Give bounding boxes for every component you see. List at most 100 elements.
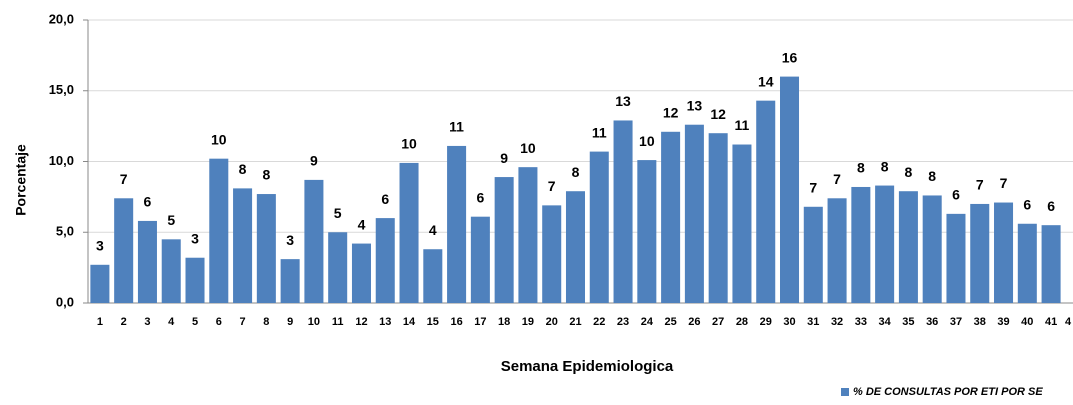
bar xyxy=(1017,223,1037,303)
x-tick-label: 9 xyxy=(287,316,293,328)
data-label: 9 xyxy=(310,153,318,169)
bar xyxy=(637,160,657,303)
bar xyxy=(233,188,253,303)
data-label: 7 xyxy=(120,171,128,187)
data-label: 7 xyxy=(548,178,556,194)
bar xyxy=(851,186,871,303)
data-label: 6 xyxy=(1023,196,1031,212)
data-label: 3 xyxy=(96,237,104,253)
bar xyxy=(875,185,895,303)
bar xyxy=(803,206,823,303)
x-tick-label: 32 xyxy=(831,316,843,328)
bar xyxy=(447,145,467,303)
x-tick-label: 1 xyxy=(97,316,103,328)
x-tick-label: 34 xyxy=(879,316,892,328)
data-label: 5 xyxy=(167,212,175,228)
bar xyxy=(114,198,134,303)
bar xyxy=(708,133,728,303)
x-tick-label: 41 xyxy=(1045,316,1057,328)
x-tick-label: 40 xyxy=(1021,316,1033,328)
data-label: 11 xyxy=(449,119,464,135)
x-tick-label: 25 xyxy=(664,316,676,328)
data-label: 14 xyxy=(758,73,774,89)
bar xyxy=(351,243,371,303)
x-tick-label: 2 xyxy=(121,316,127,328)
bar xyxy=(375,218,395,303)
bar xyxy=(732,144,752,303)
x-tick-label: 22 xyxy=(593,316,605,328)
data-label: 13 xyxy=(687,97,703,113)
data-label: 12 xyxy=(663,104,679,120)
data-label: 7 xyxy=(809,179,817,195)
bar xyxy=(827,198,847,303)
x-tick-label: 8 xyxy=(263,316,269,328)
bar xyxy=(589,151,609,303)
x-tick-label: 10 xyxy=(308,316,320,328)
data-label: 8 xyxy=(928,168,936,184)
data-label: 3 xyxy=(286,232,294,248)
legend-label: % DE CONSULTAS POR ETI POR SE xyxy=(853,386,1043,398)
x-tick-label: 17 xyxy=(474,316,486,328)
x-tick-label: 38 xyxy=(974,316,986,328)
data-label: 6 xyxy=(1047,198,1055,214)
x-tick-label: 16 xyxy=(450,316,462,328)
bar xyxy=(161,239,181,303)
x-tick-label: 37 xyxy=(950,316,962,328)
y-tick-label: 10,0 xyxy=(49,153,74,168)
data-label: 10 xyxy=(401,136,417,152)
bar xyxy=(994,202,1014,303)
legend-swatch xyxy=(841,388,849,396)
data-label: 10 xyxy=(639,133,655,149)
bar xyxy=(1041,225,1061,303)
x-axis-title: Semana Epidemiologica xyxy=(501,358,674,375)
x-tick-label: 12 xyxy=(355,316,367,328)
data-label: 4 xyxy=(358,216,366,232)
bar xyxy=(542,205,562,303)
x-tick-label: 14 xyxy=(403,316,416,328)
data-label: 11 xyxy=(735,117,750,133)
x-tick-label: 39 xyxy=(997,316,1009,328)
x-tick-label: 24 xyxy=(641,316,654,328)
data-label: 11 xyxy=(592,124,607,140)
x-tick-label: 3 xyxy=(144,316,150,328)
x-tick-label: 4 xyxy=(168,316,175,328)
bar xyxy=(946,213,966,303)
bar xyxy=(256,194,276,303)
data-label: 7 xyxy=(833,171,841,187)
data-label: 6 xyxy=(476,189,484,205)
x-tick-label: 20 xyxy=(546,316,558,328)
data-label: 10 xyxy=(211,131,227,147)
bar xyxy=(137,220,157,303)
data-label: 8 xyxy=(881,158,889,174)
data-label: 9 xyxy=(500,150,508,166)
data-label: 6 xyxy=(952,187,960,203)
x-tick-label: 19 xyxy=(522,316,534,328)
x-tick-label: 27 xyxy=(712,316,724,328)
data-label: 7 xyxy=(1000,175,1008,191)
data-label: 4 xyxy=(429,222,437,238)
bar xyxy=(613,120,633,303)
bar xyxy=(423,249,443,303)
x-tick-label: 30 xyxy=(783,316,795,328)
bar xyxy=(779,76,800,303)
bar xyxy=(209,158,229,303)
x-tick-label: 26 xyxy=(688,316,700,328)
bar xyxy=(898,191,918,303)
data-label: 8 xyxy=(262,167,270,183)
bar xyxy=(518,167,538,303)
data-label: 3 xyxy=(191,230,199,246)
x-tick-label: 29 xyxy=(760,316,772,328)
data-label: 7 xyxy=(976,177,984,193)
x-tick-label: 7 xyxy=(240,316,246,328)
bar xyxy=(494,177,514,303)
y-tick-label: 5,0 xyxy=(56,224,74,239)
bar xyxy=(185,257,205,303)
bar xyxy=(661,131,681,303)
x-tick-label: 13 xyxy=(379,316,391,328)
x-tick-label: 15 xyxy=(427,316,439,328)
data-label: 6 xyxy=(144,194,152,210)
x-tick-label: 35 xyxy=(902,316,914,328)
data-label: 8 xyxy=(572,164,580,180)
y-tick-label: 20,0 xyxy=(49,11,74,26)
